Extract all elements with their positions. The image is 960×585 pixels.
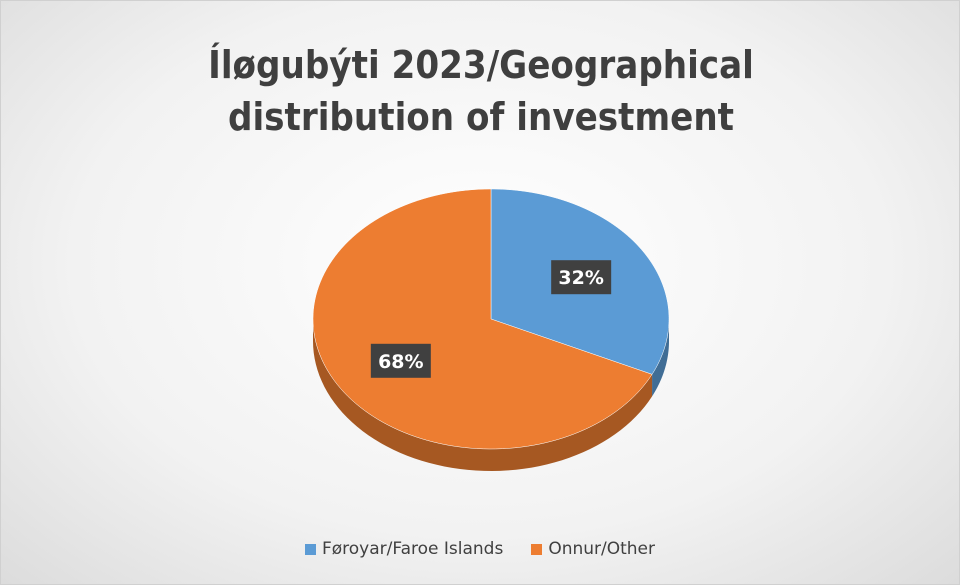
slice-side: [313, 319, 653, 471]
legend: Føroyar/Faroe Islands Onnur/Other: [1, 539, 959, 559]
chart-title: Íløgubýti 2023/Geographical distribution…: [208, 43, 754, 139]
legend-label: Føroyar/Faroe Islands: [321, 539, 504, 559]
legend-item: Onnur/Other: [531, 539, 655, 559]
data-label: 68%: [378, 351, 423, 373]
slice-side: [652, 319, 669, 397]
legend-label: Onnur/Other: [548, 539, 656, 559]
data-label: 32%: [558, 267, 603, 289]
data-label-box: [551, 260, 612, 295]
data-label-box: [370, 343, 431, 378]
legend-swatch: [304, 543, 316, 555]
legend-swatch: [531, 543, 543, 555]
slice: [312, 188, 653, 450]
legend-item: Føroyar/Faroe Islands: [304, 539, 504, 559]
